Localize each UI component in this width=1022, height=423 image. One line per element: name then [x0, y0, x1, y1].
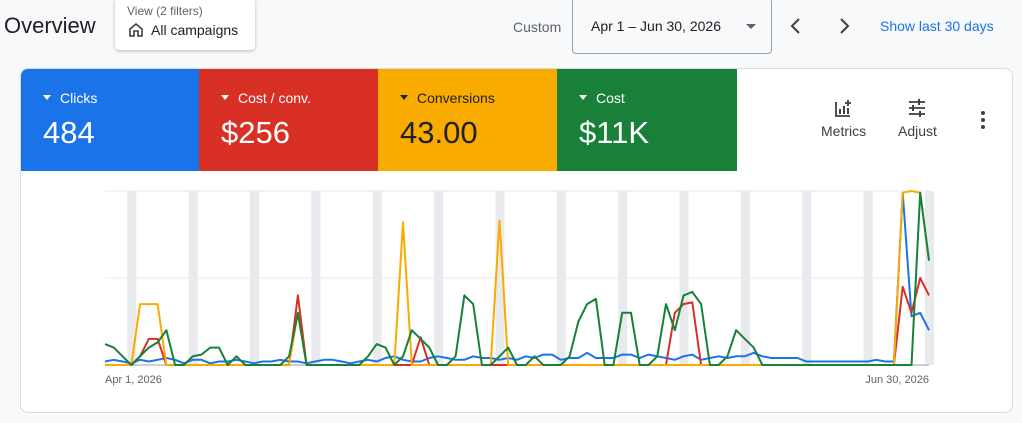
- overview-card: Clicks 484 Cost / conv. $256 Conversions…: [20, 68, 1013, 413]
- view-filter-chip[interactable]: View (2 filters) All campaigns: [115, 0, 255, 50]
- date-range-selector[interactable]: Apr 1 – Jun 30, 2026: [572, 0, 772, 54]
- metric-tile-cost[interactable]: Cost $11K: [557, 69, 737, 171]
- dropdown-caret-icon: [400, 95, 408, 100]
- adjust-button[interactable]: Adjust: [898, 97, 937, 139]
- page-title: Overview: [4, 13, 96, 38]
- metric-tile-cost-per-conv[interactable]: Cost / conv. $256: [199, 69, 378, 171]
- dropdown-caret-icon: [579, 95, 587, 100]
- metrics-button-label: Metrics: [821, 123, 867, 139]
- metrics-chart-icon: [834, 100, 851, 117]
- chevron-right-icon[interactable]: [832, 14, 856, 38]
- adjust-sliders-icon: [909, 99, 926, 117]
- custom-label: Custom: [513, 19, 562, 35]
- dropdown-caret-icon: [221, 95, 229, 100]
- performance-line-chart: Apr 1, 2026 Jun 30, 2026: [104, 190, 934, 386]
- metric-tile-conversions[interactable]: Conversions 43.00: [378, 69, 557, 171]
- chevron-left-icon[interactable]: [784, 14, 808, 38]
- date-range-text: Apr 1 – Jun 30, 2026: [591, 18, 721, 34]
- dropdown-caret-icon: [43, 95, 51, 100]
- more-vert-icon[interactable]: [973, 109, 993, 131]
- show-last-30-days-link[interactable]: Show last 30 days: [880, 18, 994, 34]
- metric-tile-clicks[interactable]: Clicks 484: [21, 69, 199, 171]
- metrics-button[interactable]: Metrics: [821, 97, 866, 139]
- series-line-3: [104, 191, 930, 366]
- weekend-band: [925, 191, 934, 365]
- x-axis-start-label: Apr 1, 2026: [105, 374, 162, 386]
- top-bar: Overview View (2 filters) All campaigns …: [0, 0, 1022, 62]
- adjust-button-label: Adjust: [898, 123, 937, 139]
- metric-value: 484: [43, 115, 95, 150]
- metric-value: $256: [221, 115, 290, 150]
- dropdown-caret-icon: [746, 24, 756, 29]
- metric-value: $11K: [579, 115, 650, 150]
- view-filter-sub: View (2 filters): [127, 4, 203, 18]
- view-filter-main: All campaigns: [151, 22, 239, 38]
- metric-value: 43.00: [400, 115, 478, 150]
- home-icon: [129, 22, 143, 37]
- x-axis-end-label: Jun 30, 2026: [865, 374, 929, 386]
